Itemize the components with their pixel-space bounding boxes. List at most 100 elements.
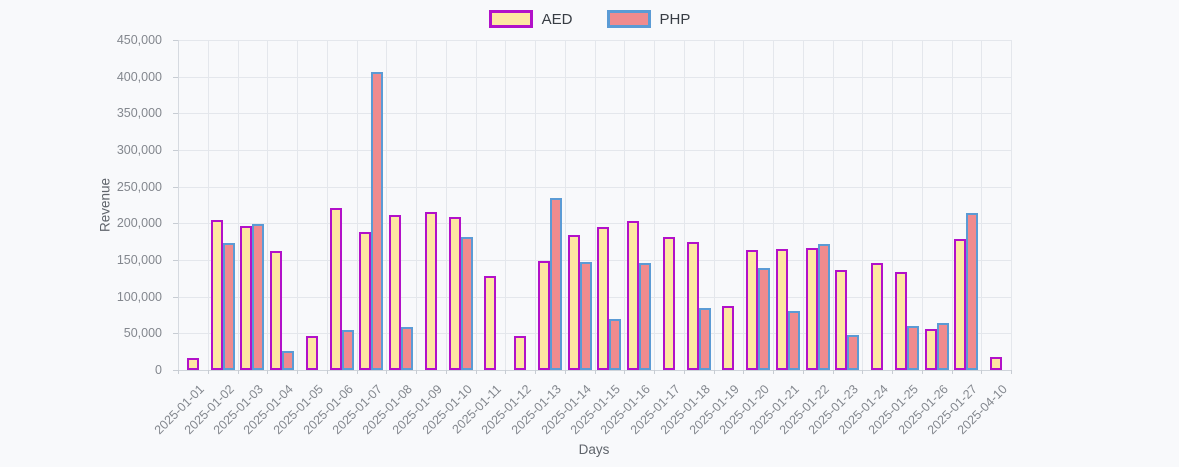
- bar-php-2025-01-06[interactable]: [341, 330, 354, 370]
- bar-aed-2025-01-15[interactable]: [597, 227, 610, 370]
- bar-group: [238, 40, 268, 370]
- bar-aed-2025-01-11[interactable]: [484, 276, 497, 370]
- x-tick-mark: [207, 370, 209, 374]
- bar-php-2025-01-02[interactable]: [222, 243, 235, 370]
- x-grid-line: [624, 40, 626, 370]
- x-tick-mark: [475, 370, 477, 374]
- bar-php-2025-01-03[interactable]: [252, 224, 265, 370]
- y-tick-mark: [173, 370, 178, 371]
- y-tick-mark: [173, 333, 178, 335]
- x-grid-line: [267, 40, 269, 370]
- bar-php-2025-01-23[interactable]: [847, 334, 860, 370]
- x-grid-line: [1011, 40, 1012, 370]
- bar-php-2025-01-21[interactable]: [787, 311, 800, 370]
- bar-php-2025-01-14[interactable]: [579, 262, 592, 370]
- bar-group: [624, 40, 654, 370]
- bar-aed-2025-01-16[interactable]: [627, 221, 640, 370]
- x-tick-mark: [356, 370, 358, 374]
- x-grid-line: [654, 40, 655, 370]
- bar-group: [684, 40, 714, 370]
- bar-group: [535, 40, 565, 370]
- y-tick-mark: [173, 260, 178, 261]
- y-tick-mark: [173, 296, 178, 298]
- legend-item-aed[interactable]: AED: [488, 10, 573, 28]
- bar-aed-2025-01-14[interactable]: [567, 235, 580, 370]
- bar-group: [386, 40, 416, 370]
- bar-php-2025-01-04[interactable]: [282, 350, 295, 370]
- bar-aed-2025-01-26[interactable]: [924, 328, 937, 370]
- bar-group: [714, 40, 744, 370]
- x-tick-mark: [743, 370, 745, 374]
- x-axis-title: Days: [578, 442, 610, 457]
- x-tick-mark: [386, 370, 388, 374]
- bar-aed-2025-01-19[interactable]: [722, 306, 735, 370]
- bar-aed-2025-01-02[interactable]: [210, 220, 223, 370]
- bar-php-2025-01-18[interactable]: [698, 307, 711, 370]
- bar-php-2025-01-22[interactable]: [817, 243, 830, 370]
- x-grid-line: [178, 40, 179, 370]
- bar-group: [981, 40, 1011, 370]
- bar-aed-2025-01-09[interactable]: [424, 211, 437, 370]
- bar-aed-2025-01-17[interactable]: [662, 237, 675, 370]
- y-tick-label: 150,000: [116, 253, 162, 267]
- plot-area: [178, 40, 1012, 371]
- x-tick-mark: [892, 370, 893, 374]
- bar-group: [208, 40, 238, 370]
- x-tick-mark: [802, 370, 804, 374]
- x-tick-mark: [921, 370, 923, 374]
- y-tick-mark: [173, 186, 178, 188]
- bar-aed-2025-01-18[interactable]: [686, 242, 699, 370]
- bar-group: [595, 40, 625, 370]
- x-tick-mark: [178, 370, 179, 374]
- y-tick-mark: [173, 76, 178, 78]
- bar-aed-2025-01-12[interactable]: [514, 335, 527, 370]
- x-tick-mark: [773, 370, 774, 374]
- x-tick-mark: [267, 370, 269, 374]
- bar-php-2025-01-07[interactable]: [371, 71, 384, 370]
- x-grid-line: [237, 40, 239, 370]
- bar-aed-2025-01-07[interactable]: [359, 232, 372, 370]
- bar-aed-2025-01-08[interactable]: [389, 215, 402, 370]
- legend-item-php[interactable]: PHP: [606, 10, 690, 28]
- bar-aed-2025-01-05[interactable]: [305, 336, 318, 370]
- bar-php-2025-01-13[interactable]: [549, 197, 562, 370]
- bar-php-2025-01-16[interactable]: [639, 262, 652, 370]
- bar-aed-2025-01-23[interactable]: [835, 270, 848, 370]
- bar-aed-2025-01-06[interactable]: [329, 207, 342, 370]
- bar-aed-2025-01-01[interactable]: [186, 357, 199, 370]
- x-grid-line: [773, 40, 774, 370]
- bar-group: [178, 40, 208, 370]
- bar-aed-2025-01-10[interactable]: [448, 216, 461, 370]
- bar-aed-2025-04-10[interactable]: [990, 356, 1003, 370]
- bar-aed-2025-01-25[interactable]: [894, 272, 907, 370]
- bar-php-2025-01-20[interactable]: [758, 268, 771, 370]
- bar-group: [654, 40, 684, 370]
- bar-php-2025-01-25[interactable]: [906, 326, 919, 370]
- bar-php-2025-01-27[interactable]: [966, 213, 979, 370]
- x-grid-line: [743, 40, 745, 370]
- y-tick-label: 300,000: [116, 143, 162, 157]
- x-tick-mark: [564, 370, 566, 374]
- bar-php-2025-01-10[interactable]: [460, 236, 473, 370]
- bar-aed-2025-01-21[interactable]: [775, 249, 788, 370]
- bar-group: [892, 40, 922, 370]
- bar-php-2025-01-08[interactable]: [401, 327, 414, 370]
- x-tick-mark: [326, 370, 328, 374]
- x-tick-mark: [535, 370, 536, 374]
- bar-aed-2025-01-22[interactable]: [805, 247, 818, 370]
- bar-aed-2025-01-03[interactable]: [240, 226, 253, 370]
- x-tick-mark: [505, 370, 507, 374]
- bar-aed-2025-01-20[interactable]: [746, 250, 759, 370]
- x-grid-line: [802, 40, 804, 370]
- bar-aed-2025-01-13[interactable]: [537, 261, 550, 370]
- bar-php-2025-01-26[interactable]: [936, 323, 949, 370]
- bar-aed-2025-01-24[interactable]: [871, 262, 884, 370]
- x-grid-line: [475, 40, 477, 370]
- bar-group: [743, 40, 773, 370]
- bar-aed-2025-01-04[interactable]: [270, 251, 283, 370]
- bar-php-2025-01-15[interactable]: [609, 319, 622, 370]
- bar-aed-2025-01-27[interactable]: [954, 238, 967, 370]
- x-grid-line: [892, 40, 893, 370]
- x-tick-mark: [951, 370, 953, 374]
- y-tick-mark: [173, 113, 178, 115]
